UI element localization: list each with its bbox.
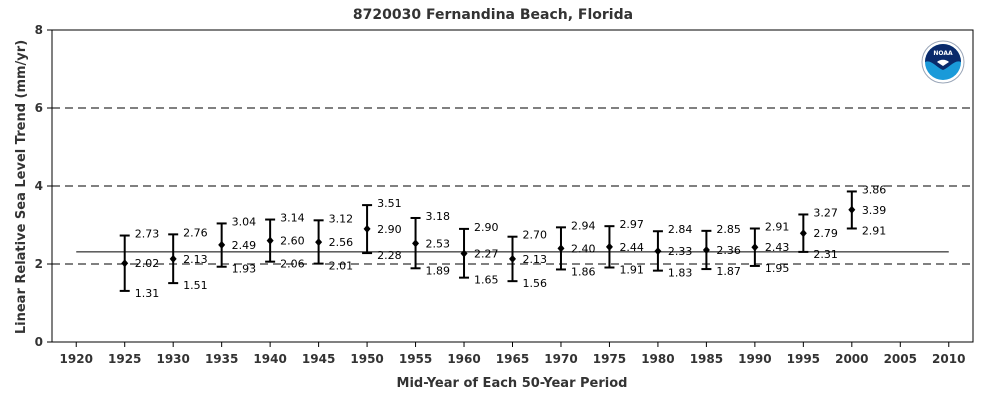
x-tick-label: 1970 [544,352,577,366]
x-tick-label: 2005 [884,352,917,366]
trend-label: 2.79 [813,227,838,240]
trend-label: 2.49 [232,239,257,252]
trend-label: 2.02 [135,257,160,270]
lower-bound-label: 2.06 [280,258,305,271]
x-axis-label: Mid-Year of Each 50-Year Period [397,376,628,391]
trend-label: 3.39 [862,204,887,217]
x-tick-label: 1995 [787,352,820,366]
upper-bound-label: 2.94 [571,219,596,232]
x-tick-label: 1920 [60,352,93,366]
lower-bound-label: 1.95 [765,262,790,275]
trend-point [557,244,565,253]
x-tick-label: 1980 [641,352,674,366]
x-tick-label: 1990 [738,352,771,366]
trend-label: 2.43 [765,241,790,254]
upper-bound-label: 3.12 [329,212,354,225]
trend-point [702,245,710,254]
trend-point [218,240,226,249]
lower-bound-label: 2.28 [377,249,402,262]
y-axis-label: Linear Relative Sea Level Trend (mm/yr) [14,40,29,334]
x-tick-label: 1930 [156,352,189,366]
trend-label: 2.60 [280,235,305,248]
x-tick-label: 1960 [447,352,480,366]
y-tick-label: 0 [35,335,43,349]
trend-point [121,259,129,268]
lower-bound-label: 1.89 [426,264,451,277]
trend-point [266,236,274,245]
lower-bound-label: 1.83 [668,267,693,280]
y-tick-label: 2 [35,257,43,271]
logo-text: NOAA [933,50,953,57]
y-tick-label: 6 [35,101,43,115]
trend-label: 2.13 [183,253,208,266]
x-tick-label: 1925 [108,352,141,366]
lower-bound-label: 1.56 [523,277,548,290]
trend-point [509,254,516,263]
upper-bound-label: 2.70 [523,229,548,242]
trend-point [315,238,323,247]
chart-title: 8720030 Fernandina Beach, Florida [353,7,633,23]
upper-bound-label: 3.14 [280,212,305,225]
upper-bound-label: 2.76 [183,226,208,239]
trend-point [460,249,468,258]
trend-point [412,239,420,248]
trend-point [169,254,177,263]
trend-label: 2.56 [329,236,354,249]
x-tick-label: 1985 [690,352,723,366]
x-tick-label: 1935 [205,352,238,366]
lower-bound-label: 1.86 [571,265,596,278]
data-points: 2.73 2.02 1.31 2.76 2.13 1.51 3.04 2.49 1.93 3.14… [119,183,887,300]
x-tick-label: 2010 [932,352,965,366]
upper-bound-label: 2.97 [619,218,644,231]
x-tick-label: 1940 [253,352,286,366]
x-tick-label: 1945 [302,352,335,366]
lower-bound-label: 1.93 [232,263,257,276]
upper-bound-label: 3.18 [426,210,451,223]
lower-bound-label: 1.31 [135,287,160,300]
trend-point [751,243,759,252]
upper-bound-label: 3.04 [232,215,257,228]
trend-point [363,224,371,233]
trend-point [605,242,613,251]
lower-bound-label: 1.65 [474,274,499,287]
upper-bound-label: 2.85 [716,223,741,236]
x-tick-label: 1955 [399,352,432,366]
lower-bound-label: 1.91 [619,264,644,277]
lower-bound-label: 2.91 [862,225,887,238]
lower-bound-label: 2.01 [329,260,354,273]
upper-bound-label: 2.73 [135,228,160,241]
y-tick-label: 8 [35,23,43,37]
trend-label: 2.53 [426,237,451,250]
lower-bound-label: 1.87 [716,265,741,278]
lower-bound-label: 2.31 [813,248,838,261]
upper-bound-label: 3.86 [862,183,887,196]
trend-label: 2.13 [523,253,548,266]
upper-bound-label: 2.90 [474,221,499,234]
upper-bound-label: 3.27 [813,206,838,219]
trend-label: 2.40 [571,242,596,255]
y-tick-label: 4 [35,179,43,193]
upper-bound-label: 3.51 [377,197,402,210]
trend-label: 2.36 [716,244,741,257]
trend-label: 2.27 [474,247,499,260]
trend-label: 2.33 [668,245,693,258]
x-axis: 1920 1925 1930 1935 1940 1945 1950 1955 1960 1965… [60,342,965,366]
trend-label: 2.90 [377,223,402,236]
trend-point [799,229,807,238]
noaa-logo-icon: NOAA [921,40,965,84]
trend-label: 2.44 [619,241,644,254]
x-tick-label: 1965 [496,352,529,366]
y-axis: 0 2 4 6 8 [35,23,52,349]
x-tick-label: 1975 [593,352,626,366]
trend-point [654,247,662,256]
x-tick-label: 1950 [350,352,383,366]
x-tick-label: 2000 [835,352,868,366]
lower-bound-label: 1.51 [183,279,208,292]
upper-bound-label: 2.84 [668,223,693,236]
upper-bound-label: 2.91 [765,221,790,234]
trend-point [848,205,856,214]
